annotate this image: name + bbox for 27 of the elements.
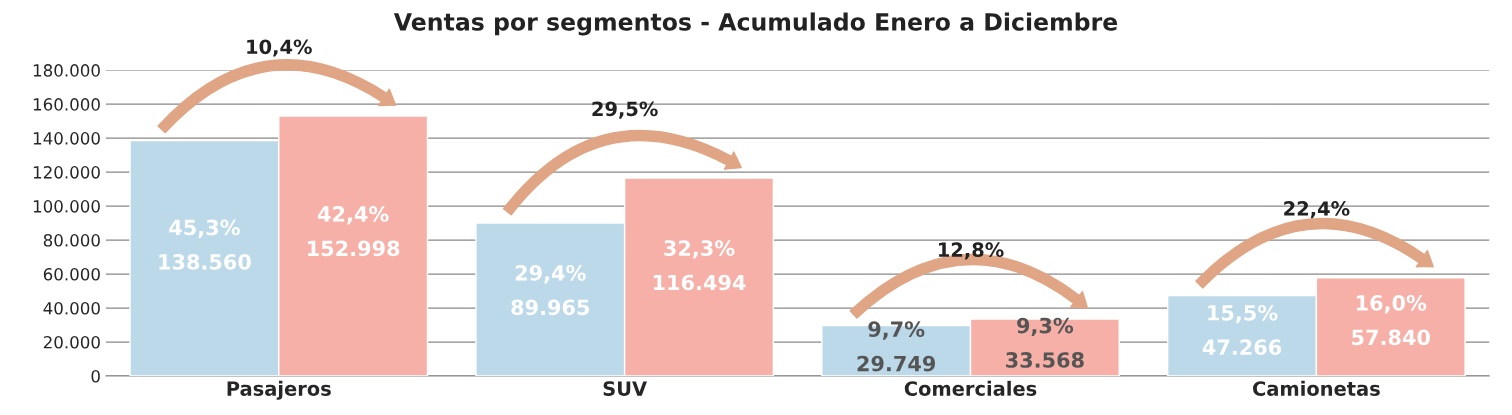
data-label: 29,4% 89.965	[511, 264, 590, 316]
text: 10,4%	[247, 39, 312, 57]
annotation: 29,5%	[592, 101, 658, 119]
y-tick-label: 60.000	[43, 268, 100, 281]
y-tick-label: 140.000	[33, 132, 100, 145]
data-label: 45,3% 138.560	[159, 219, 251, 270]
y-tick-label: 20.000	[43, 335, 100, 349]
y-tick-label: 100.000	[33, 200, 100, 213]
y-tick-label: 160.000	[33, 98, 100, 111]
data-label: 16,0% 57.840	[1352, 295, 1430, 346]
y-tick-label: 0	[91, 369, 100, 383]
data-label: 9,7% 29.749	[857, 321, 936, 372]
data-label: 9,3% 33.568	[1006, 317, 1084, 368]
x-tick-label: Camionetas	[1253, 380, 1380, 396]
data-label: 15,5% 47.266	[1202, 304, 1282, 356]
chart-title: Ventas por segmentos - Acumulado Enero a Diciembre	[393, 12, 1118, 36]
y-tick-label: 40.000	[43, 301, 100, 315]
x-tick-label: Comerciales	[904, 380, 1037, 396]
annotation: 12,8%	[938, 242, 1004, 260]
data-label: 32,3% 116.494	[653, 240, 746, 291]
x-tick-label: Pasajeros	[227, 380, 331, 400]
data-label: 42,4% 152.998	[308, 206, 400, 257]
y-tick-label: 80.000	[43, 234, 100, 247]
y-tick-label: 120.000	[33, 166, 100, 179]
x-tick-label: SUV	[603, 381, 647, 396]
y-tick-label: 180.000	[33, 64, 100, 77]
annotation: 22,4%	[1284, 201, 1350, 219]
